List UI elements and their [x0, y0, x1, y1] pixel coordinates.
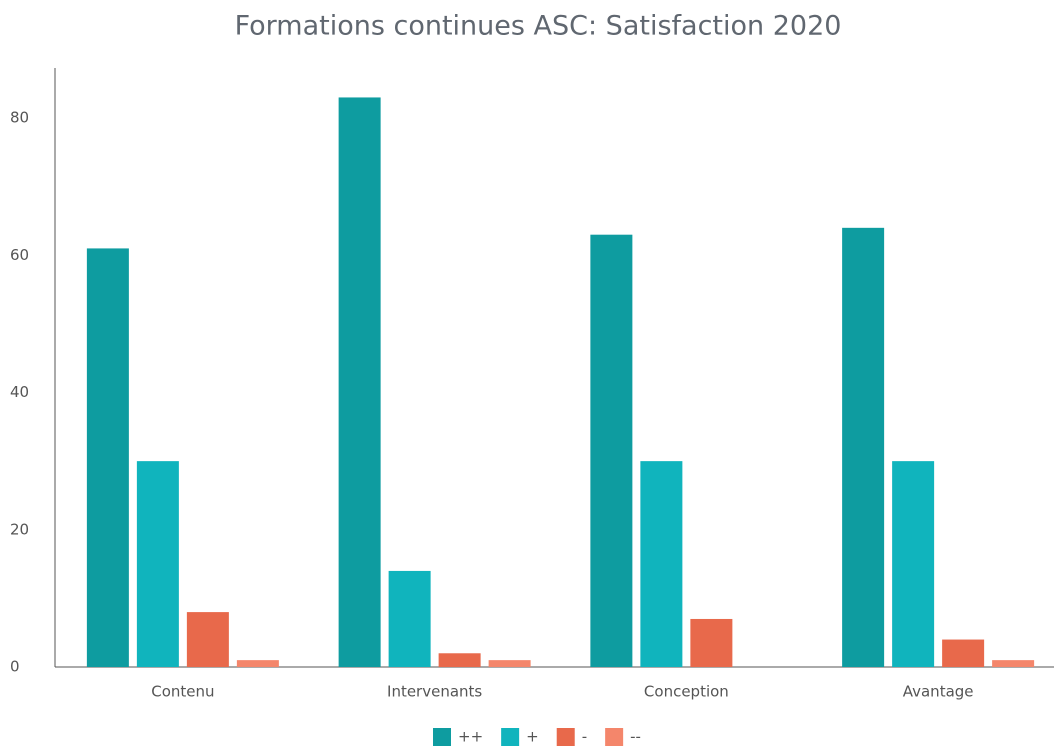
chart-title: Formations continues ASC: Satisfaction 2…: [235, 11, 842, 42]
bar: [590, 234, 633, 668]
legend-swatch: [501, 728, 520, 746]
bar: [438, 653, 481, 667]
y-tick-label: 60: [10, 246, 29, 264]
legend-swatch: [605, 728, 624, 746]
x-tick-label: Avantage: [903, 683, 974, 701]
bar: [992, 660, 1035, 667]
bar: [690, 618, 733, 667]
bar: [892, 461, 935, 667]
bar: [388, 570, 431, 667]
bar: [338, 97, 381, 668]
bar: [942, 639, 985, 667]
y-tick-label: 40: [10, 383, 29, 401]
x-tick-label: Conception: [644, 683, 729, 701]
y-tick-label: 20: [10, 520, 29, 538]
x-tick-label: Intervenants: [387, 683, 482, 701]
legend-label: ++: [458, 728, 483, 746]
x-tick-label: Contenu: [151, 683, 214, 701]
bar: [136, 461, 179, 667]
y-tick-label: 80: [10, 109, 29, 127]
bar: [236, 660, 279, 667]
legend-swatch: [433, 728, 451, 746]
bar: [186, 612, 229, 667]
legend-swatch: [556, 728, 575, 746]
y-tick-label: 0: [10, 658, 20, 676]
legend-label: -: [582, 728, 587, 746]
legend-label: --: [630, 728, 641, 746]
legend-label: +: [526, 728, 539, 746]
bar: [488, 660, 531, 667]
bar: [86, 248, 129, 667]
bar: [640, 461, 683, 667]
bar: [842, 227, 885, 668]
